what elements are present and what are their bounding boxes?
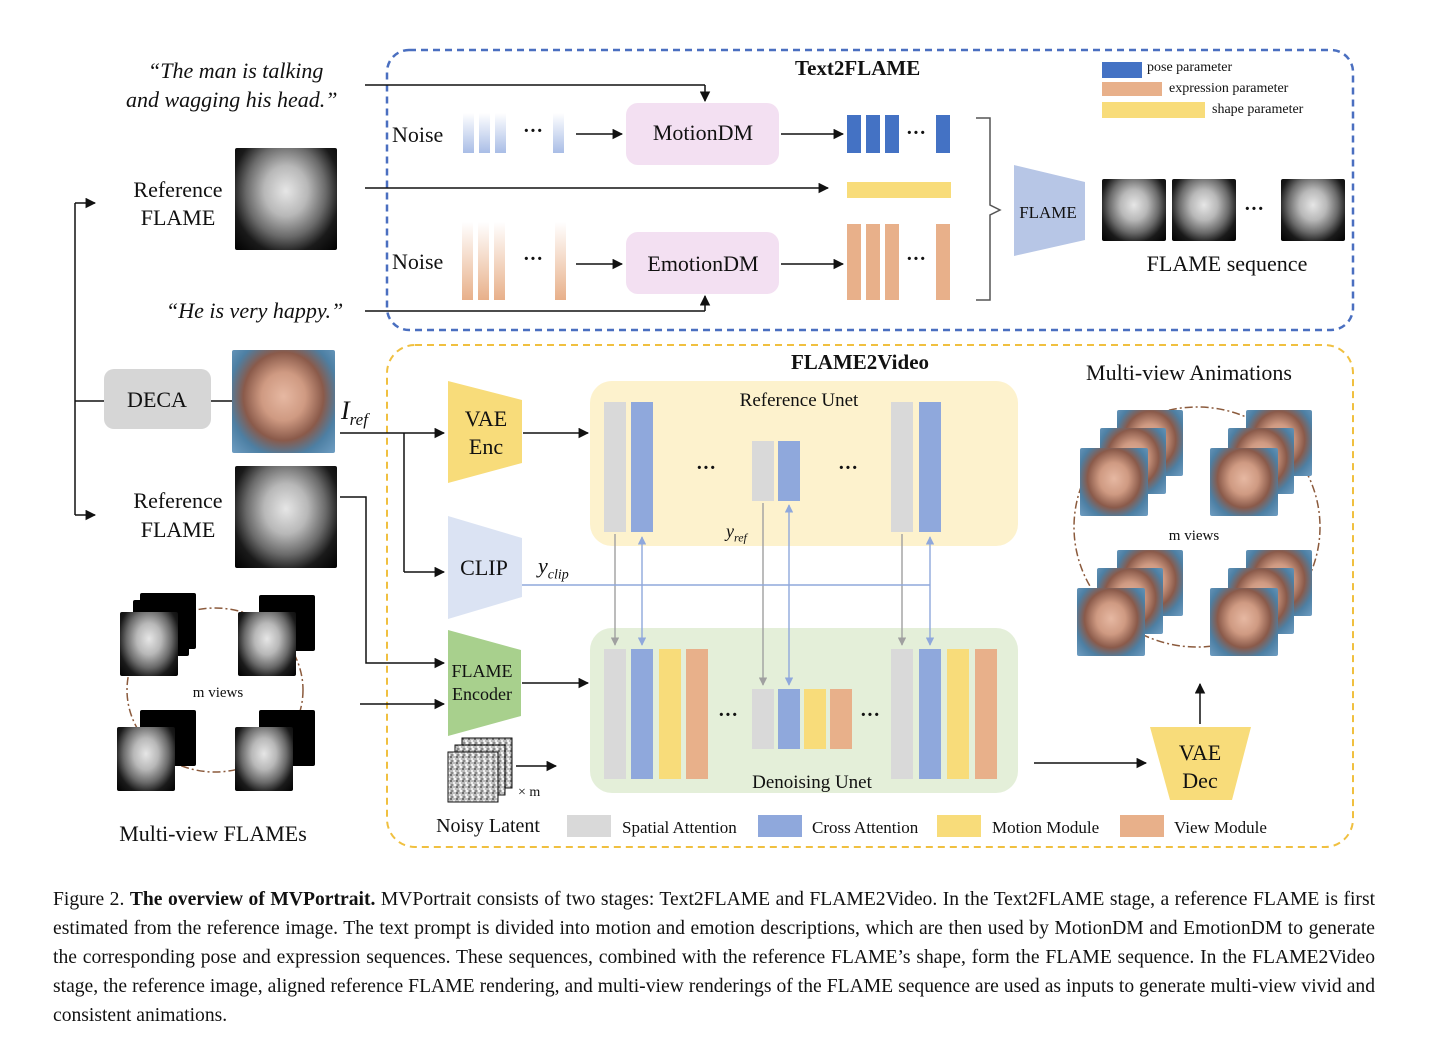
flame2video-title: FLAME2Video <box>790 350 930 374</box>
ellipsis-noise-emotion: ··· <box>523 248 544 270</box>
legend-expression-swatch <box>1102 82 1162 96</box>
legend-motion-swatch <box>937 815 981 837</box>
yclip-label: yclip <box>538 553 569 583</box>
motiondm-box <box>626 103 779 165</box>
flame-sequence-frame-1 <box>1102 179 1166 241</box>
expression-output-bars <box>847 224 950 300</box>
reference-image <box>232 350 335 453</box>
ellipsis-expression: ··· <box>906 248 927 270</box>
shape-output-bar <box>847 182 951 198</box>
vae-dec-block <box>1150 727 1251 800</box>
ellipsis-den-unet-1: ··· <box>718 704 739 726</box>
vae-enc-block <box>448 381 522 483</box>
legend-motion-label: Motion Module <box>992 818 1100 837</box>
deca-box <box>104 369 211 429</box>
motion-prompt-line1: “The man is talking <box>148 58 324 83</box>
emotion-prompt: “He is very happy.” <box>166 298 344 323</box>
ellipsis-flame-seq: ··· <box>1244 198 1265 220</box>
ellipsis-noise-motion: ··· <box>523 120 544 142</box>
motion-prompt-line2: and wagging his head.” <box>126 87 338 112</box>
legend-pose-label: pose parameter <box>1147 60 1233 75</box>
clip-label: CLIP <box>460 555 508 580</box>
mview-anim-circle <box>1073 406 1321 648</box>
ellipsis-pose: ··· <box>906 122 927 144</box>
ref-flame-top-line1: Reference <box>133 177 223 202</box>
vae-enc-line1: VAE <box>464 406 508 431</box>
flame2video-box <box>386 344 1354 848</box>
legend-spatial-label: Spatial Attention <box>622 818 737 837</box>
legend-expression-label: expression parameter <box>1169 81 1289 96</box>
ellipsis-ref-unet-2: ··· <box>838 457 859 479</box>
iref-label: Iref <box>341 396 368 430</box>
pose-output-bars <box>847 115 950 153</box>
flame-sequence-frame-2 <box>1172 179 1236 241</box>
flame-sequence-label: FLAME sequence <box>1146 251 1308 276</box>
ref-flame-top-line2: FLAME <box>140 205 216 230</box>
noisy-latent-stack <box>447 737 513 803</box>
reference-flame-render-bottom <box>235 466 337 568</box>
flame-block-label: FLAME <box>1019 203 1077 222</box>
emotiondm-label: EmotionDM <box>647 251 759 276</box>
noise-label-emotion: Noise <box>392 249 444 274</box>
denoising-unet-label: Denoising Unet <box>752 772 872 793</box>
noise-motion-bars <box>463 113 564 153</box>
motiondm-label: MotionDM <box>652 120 754 145</box>
legend-view-swatch <box>1120 815 1164 837</box>
mview-flame-mviews: m views <box>192 685 244 701</box>
ellipsis-ref-unet-1: ··· <box>696 457 717 479</box>
times-m-label: × m <box>518 785 541 800</box>
flame-encoder-line2: Encoder <box>452 684 512 704</box>
legend-cross-swatch <box>758 815 802 837</box>
multi-view-animations-label: Multi-view Animations <box>1086 360 1292 385</box>
flame-encoder-block <box>448 630 521 736</box>
text2flame-box <box>385 48 1355 332</box>
legend-view-label: View Module <box>1174 818 1267 837</box>
flame-encoder-line1: FLAME <box>451 661 513 681</box>
reference-flame-render-top <box>235 148 337 250</box>
legend-cross-label: Cross Attention <box>812 818 919 837</box>
mview-anim-mviews: m views <box>1168 528 1220 544</box>
text2flame-title: Text2FLAME <box>795 56 921 80</box>
legend-shape-label: shape parameter <box>1212 102 1304 117</box>
yref-label: yref <box>726 521 747 545</box>
ref-flame-bottom-line2: FLAME <box>140 517 216 542</box>
overview-diagram <box>74 48 1355 848</box>
legend-spatial-swatch <box>567 815 611 837</box>
mview-flame-circle <box>126 607 304 773</box>
ellipsis-den-unet-2: ··· <box>860 704 881 726</box>
vae-dec-line1: VAE <box>1178 740 1222 765</box>
noise-label-motion: Noise <box>392 122 444 147</box>
legend-pose-swatch <box>1102 62 1142 78</box>
figure-caption: Figure 2. The overview of MVPortrait. MV… <box>53 889 1376 1026</box>
flame-sequence-frame-3 <box>1281 179 1345 241</box>
ref-flame-bottom-line1: Reference <box>133 488 223 513</box>
brace <box>976 117 1002 301</box>
deca-label: DECA <box>127 387 187 412</box>
noise-emotion-bars <box>462 222 566 300</box>
legend-shape-swatch <box>1102 102 1205 118</box>
noisy-latent-label: Noisy Latent <box>436 815 540 837</box>
flame-decoder-block <box>1014 165 1085 256</box>
clip-block <box>448 516 522 619</box>
reference-unet-label: Reference Unet <box>739 390 859 411</box>
emotiondm-box <box>626 232 779 294</box>
vae-enc-line2: Enc <box>468 434 504 459</box>
vae-dec-line2: Dec <box>1182 768 1218 793</box>
multi-view-flames-label: Multi-view FLAMEs <box>119 821 307 846</box>
